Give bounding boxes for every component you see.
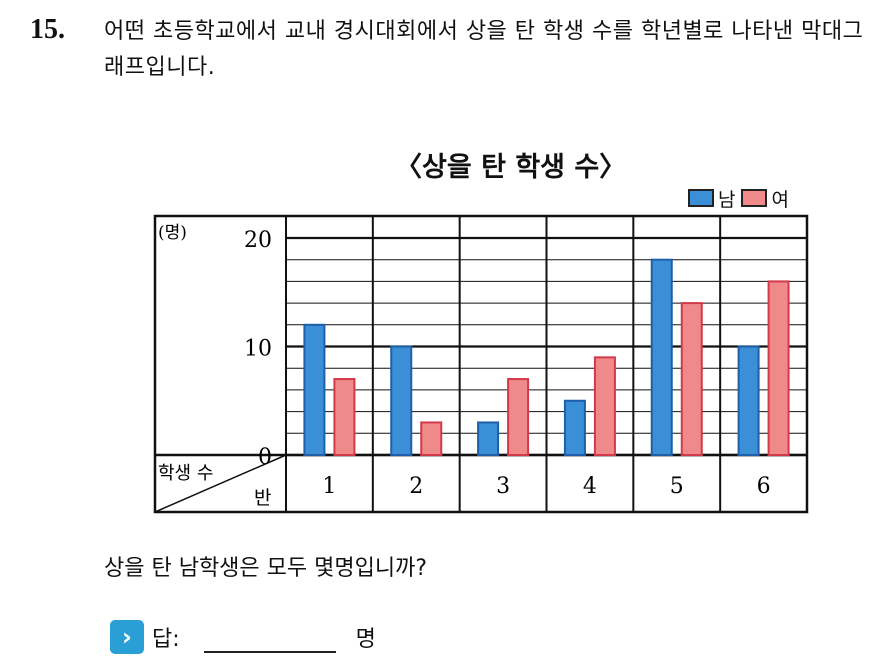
- bar-male-class-6: [737, 345, 760, 456]
- bar-male-class-5: [650, 258, 673, 457]
- answer-unit: 명: [355, 627, 376, 652]
- x-tick-label: 4: [583, 474, 597, 499]
- chevron-right-icon: ›: [110, 620, 144, 654]
- legend-swatch-female: [741, 189, 768, 207]
- bar-female-class-2: [420, 421, 443, 457]
- answer-label: 답:: [152, 627, 180, 652]
- bar-male-class-3: [477, 421, 500, 457]
- y-tick-label: 20: [244, 228, 272, 253]
- bar-male-class-4: [563, 399, 586, 456]
- chart-legend: 남 여: [688, 185, 795, 211]
- y-unit-label: (명): [158, 223, 187, 243]
- y-tick-label: 0: [258, 445, 272, 470]
- bar-male-class-1: [303, 323, 326, 456]
- bar-female-class-5: [680, 302, 703, 456]
- question-number: 15.: [30, 14, 65, 45]
- legend-swatch-male: [688, 189, 714, 207]
- question-text: 어떤 초등학교에서 교내 경시대회에서 상을 탄 학생 수를 학년별로 나타낸 …: [104, 19, 864, 80]
- x-tick-label: 5: [670, 474, 684, 499]
- sub-question: 상을 탄 남학생은 모두 몇명입니까?: [104, 556, 428, 581]
- bar-male-class-2: [390, 345, 413, 456]
- bar-female-class-4: [593, 356, 616, 457]
- x-tick-label: 6: [757, 474, 771, 499]
- legend-item-male: 남: [688, 185, 735, 212]
- corner-diagonal: [154, 454, 287, 513]
- chart-title: 〈상을 탄 학생 수〉: [395, 152, 627, 183]
- bar-female-class-1: [333, 378, 356, 456]
- x-tick-label: 2: [409, 474, 423, 499]
- corner-label-students: 학생 수: [158, 463, 213, 484]
- bar-female-class-3: [507, 378, 530, 456]
- legend-label-male: 남: [718, 188, 736, 211]
- x-tick-label: 1: [322, 474, 336, 499]
- legend-label-female: 여: [771, 188, 789, 211]
- corner-label-class: 반: [254, 487, 271, 509]
- legend-item-female: 여: [741, 185, 789, 212]
- y-tick-label: 10: [244, 337, 272, 362]
- bar-female-class-6: [767, 280, 790, 456]
- chart-frame: [153, 214, 809, 514]
- answer-input-line[interactable]: [203, 621, 336, 653]
- answer-row: › 답: 명: [110, 620, 376, 654]
- x-tick-label: 3: [496, 474, 510, 499]
